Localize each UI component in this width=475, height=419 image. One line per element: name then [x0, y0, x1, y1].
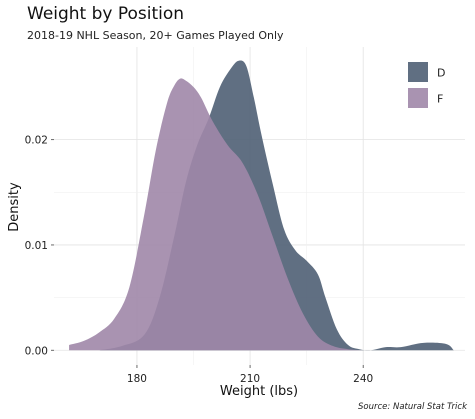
legend: DF	[408, 62, 445, 108]
legend-swatch-f	[408, 88, 428, 108]
x-axis-ticks: 180 210 240	[127, 365, 373, 385]
source-caption: Source: Natural Stat Trick	[358, 402, 467, 412]
legend-label-d: D	[437, 67, 445, 80]
y-tick-label-0: 0.00	[25, 345, 48, 357]
y-tick-label-1: 0.01	[25, 240, 48, 252]
x-axis-label: Weight (lbs)	[220, 384, 298, 399]
y-tick-label-2: 0.02	[25, 135, 48, 147]
chart-subtitle: 2018-19 NHL Season, 20+ Games Played Onl…	[27, 29, 284, 42]
chart-title: Weight by Position	[27, 4, 185, 24]
y-axis-label: Density	[7, 182, 22, 232]
x-tick-label-1: 210	[240, 373, 260, 385]
x-tick-label-0: 180	[127, 373, 147, 385]
legend-label-f: F	[437, 93, 443, 106]
x-tick-label-2: 240	[353, 373, 373, 385]
y-axis-ticks: 0.00 0.01 0.02	[25, 135, 54, 357]
legend-swatch-d	[408, 62, 428, 82]
density-areas	[69, 60, 454, 351]
density-area-f	[69, 78, 364, 351]
